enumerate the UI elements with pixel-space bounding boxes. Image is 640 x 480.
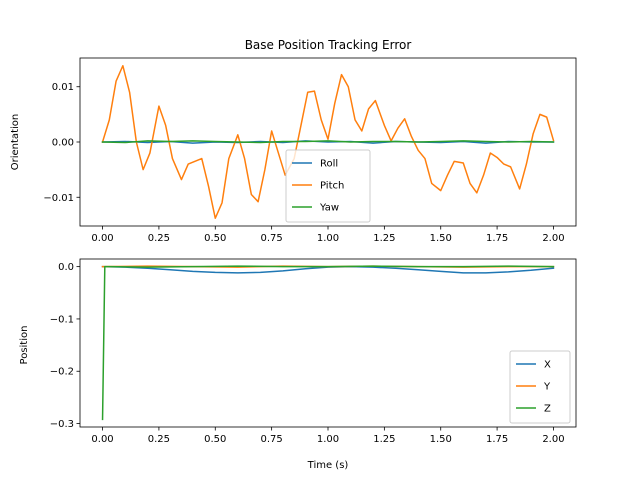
x-tick-label: 0.75 (261, 233, 283, 244)
x-tick-label: 0.50 (204, 434, 226, 445)
series-lines (101, 265, 555, 421)
legend-box (285, 149, 371, 223)
y-tick-label: 0.01 (52, 82, 74, 93)
position-y-axis-label: Position (19, 326, 30, 365)
y-tick-label: −0.3 (50, 419, 74, 430)
x-tick-label: 1.50 (430, 434, 452, 445)
position-chart: 0.00 0.25 0.50 0.75 1.00 1.25 1.50 1.75 2.00 −0.3… (19, 258, 577, 471)
x-tick-label: 2.00 (542, 434, 564, 445)
legend-label-z: Z (544, 404, 551, 415)
x-tick-label: 1.25 (373, 233, 395, 244)
orientation-legend: Roll Pitch Yaw (285, 149, 371, 223)
x-tick-label: 0.25 (148, 233, 170, 244)
y-tick-label: −0.1 (50, 314, 74, 325)
position-plot-area: 0.00 0.25 0.50 0.75 1.00 1.25 1.50 1.75 2.00 −0.3… (50, 258, 577, 445)
y-tick-label: 0.00 (52, 138, 74, 149)
legend-box (509, 350, 571, 424)
series-line-yaw (101, 140, 555, 144)
orientation-y-axis-label: Orientation (10, 114, 21, 170)
series-line-pitch (101, 64, 555, 220)
x-tick-label: 1.00 (317, 434, 339, 445)
orientation-chart: Base Position Tracking Error 0.00 0.25 0.5… (10, 38, 577, 244)
series-lines (101, 64, 555, 220)
legend-label-y: Y (543, 382, 551, 393)
chart-title: Base Position Tracking Error (245, 38, 412, 52)
x-tick-label: 1.75 (486, 233, 508, 244)
legend-label-x: X (544, 360, 551, 371)
position-x-axis-label: Time (s) (307, 460, 349, 471)
y-tick-label: −0.01 (43, 193, 74, 204)
x-tick-label: 1.75 (486, 434, 508, 445)
orientation-plot-area: 0.00 0.25 0.50 0.75 1.00 1.25 1.50 1.75 2.00 −0.0… (43, 57, 577, 244)
legend-label-pitch: Pitch (320, 181, 344, 192)
x-tick-label: 0.75 (261, 434, 283, 445)
x-tick-label: 0.00 (91, 233, 113, 244)
x-tick-label: 2.00 (542, 233, 564, 244)
series-line-z (101, 265, 555, 421)
x-tick-label: 1.25 (373, 434, 395, 445)
position-legend: XYZ (509, 350, 571, 424)
legend-label-roll: Roll (320, 159, 338, 170)
legend-label-yaw: Yaw (319, 203, 339, 214)
x-tick-label: 1.50 (430, 233, 452, 244)
y-tick-label: 0.0 (58, 262, 74, 273)
x-tick-label: 0.00 (91, 434, 113, 445)
x-tick-label: 1.00 (317, 233, 339, 244)
x-tick-label: 0.50 (204, 233, 226, 244)
y-tick-label: −0.2 (50, 367, 74, 378)
x-tick-label: 0.25 (148, 434, 170, 445)
